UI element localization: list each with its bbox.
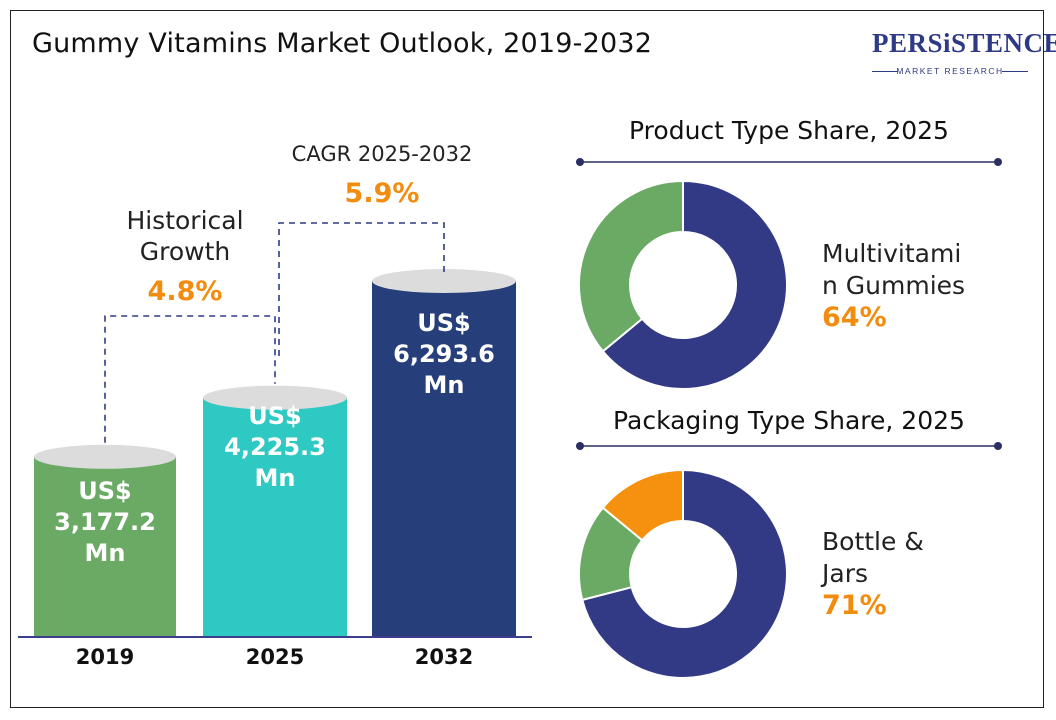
packaging-label-line1: Bottle & — [822, 527, 924, 556]
logo-main-text: PERSiSTENCE — [872, 28, 1056, 58]
packaging-type-divider-dot-right — [994, 442, 1002, 450]
historical-growth-connector — [104, 315, 276, 443]
logo-sub-text: MARKET RESEARCH — [896, 66, 1004, 76]
bar-2032 — [372, 281, 516, 636]
packaging-type-divider-dot-left — [576, 442, 584, 450]
bar-2025 — [203, 397, 347, 636]
bar-value-2025-unit: Mn — [254, 464, 296, 492]
product-type-title: Product Type Share, 2025 — [629, 116, 949, 145]
x-tick-label-2025: 2025 — [245, 645, 305, 669]
logo-rule-right — [1002, 71, 1028, 72]
bar-cap-2032 — [372, 269, 516, 294]
product-type-donut-slice-0 — [601, 179, 788, 390]
bar-value-label-2032: US$ 6,293.6 Mn — [372, 308, 516, 401]
packaging-highlight-value: 71% — [822, 590, 887, 621]
x-tick-label-2019: 2019 — [75, 645, 135, 669]
bar-2019 — [34, 456, 176, 636]
logo-rule-left — [872, 71, 898, 72]
historical-growth-label: Historical Growth — [110, 205, 260, 267]
bar-value-2025-amount: 4,225.3 — [224, 433, 326, 461]
product-label-line1: Multivitami — [822, 239, 962, 268]
packaging-type-title: Packaging Type Share, 2025 — [613, 406, 965, 435]
cagr-value: 5.9% — [344, 178, 420, 209]
product-type-highlight-label: Multivitami n Gummies 64% — [822, 238, 965, 334]
persistence-logo: PERSiSTENCE MARKET RESEARCH — [872, 28, 1056, 82]
packaging-type-donut-slice-0 — [581, 468, 788, 679]
chart-title: Gummy Vitamins Market Outlook, 2019-2032 — [32, 28, 653, 59]
bar-value-2032-amount: 6,293.6 — [393, 340, 495, 368]
x-tick-label-2032: 2032 — [414, 645, 474, 669]
product-label-line2: n Gummies — [822, 271, 966, 300]
product-type-divider-dot-right — [994, 158, 1002, 166]
packaging-type-donut-slice-2 — [601, 468, 684, 542]
cagr-label: CAGR 2025-2032 — [291, 142, 473, 166]
historical-growth-value: 4.8% — [147, 276, 223, 307]
product-highlight-value: 64% — [822, 302, 887, 333]
bar-value-2019-currency: US$ — [78, 477, 132, 505]
bar-cap-2025 — [203, 385, 347, 410]
packaging-type-highlight-label: Bottle & Jars 71% — [822, 526, 924, 622]
packaging-label-line2: Jars — [822, 559, 868, 588]
bar-value-label-2019: US$ 3,177.2 Mn — [34, 476, 176, 569]
bar-value-2025-currency: US$ — [248, 402, 302, 430]
bar-value-2032-currency: US$ — [417, 309, 471, 337]
bar-value-2032-unit: Mn — [423, 371, 465, 399]
historical-label-line2: Growth — [139, 237, 231, 266]
product-type-divider-dot-left — [576, 158, 584, 166]
bar-value-2019-amount: 3,177.2 — [54, 508, 156, 536]
chart-frame — [10, 10, 1044, 708]
product-type-donut-slice-1 — [578, 179, 684, 353]
bar-cap-2019 — [34, 444, 176, 469]
historical-label-line1: Historical — [126, 206, 244, 235]
cagr-connector — [278, 222, 445, 356]
bar-value-label-2025: US$ 4,225.3 Mn — [203, 401, 347, 494]
bar-value-2019-unit: Mn — [84, 539, 126, 567]
